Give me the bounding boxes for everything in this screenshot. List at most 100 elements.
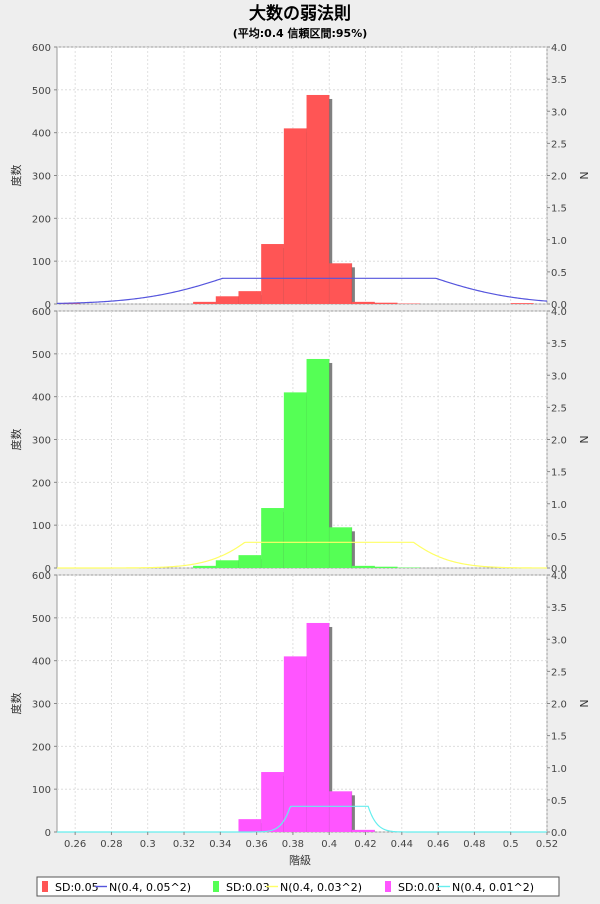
- x-tick-label: 0.3: [140, 839, 156, 850]
- histogram-bar: [375, 303, 398, 304]
- legend-label: N(0.4, 0.05^2): [109, 881, 191, 894]
- x-tick-label: 0.42: [354, 839, 376, 850]
- histogram-bar: [511, 303, 534, 304]
- panel-1: 01002003004005006000.00.51.01.52.02.53.0…: [9, 43, 590, 311]
- histogram-bar: [329, 527, 352, 568]
- y-tick-label: 100: [32, 521, 51, 532]
- legend-label: SD:0.05: [55, 881, 99, 894]
- y2-tick-label: 3.0: [551, 371, 567, 382]
- y2-tick-label: 1.5: [551, 204, 567, 215]
- y2-tick-label: 0.5: [551, 532, 567, 543]
- histogram-bar: [307, 95, 330, 304]
- chart-subtitle: (平均:0.4 信頼区間:95%): [233, 26, 368, 40]
- y2-tick-label: 4.0: [551, 571, 567, 582]
- y2-tick-label: 2.5: [551, 403, 567, 414]
- y2-axis-label: N: [577, 699, 590, 707]
- histogram-bar: [261, 772, 284, 832]
- legend-label: SD:0.01: [398, 881, 442, 894]
- x-tick-label: 0.34: [209, 839, 231, 850]
- y-tick-label: 0: [45, 828, 51, 839]
- histogram-bar: [307, 359, 330, 568]
- y2-tick-label: 0.0: [551, 828, 567, 839]
- y2-tick-label: 1.0: [551, 500, 567, 511]
- x-tick-label: 0.26: [64, 839, 86, 850]
- y-tick-label: 200: [32, 478, 51, 489]
- y2-tick-label: 3.5: [551, 75, 567, 86]
- y2-tick-label: 1.5: [551, 468, 567, 479]
- y-tick-label: 400: [32, 129, 51, 140]
- histogram-bar: [238, 819, 261, 832]
- y-axis-label: 度数: [9, 693, 23, 715]
- legend-swatch: [213, 881, 219, 892]
- y2-tick-label: 3.0: [551, 107, 567, 118]
- legend: SD:0.05 N(0.4, 0.05^2) SD:0.03 N(0.4, 0.03^…: [37, 877, 559, 896]
- x-tick-label: 0.46: [427, 839, 449, 850]
- legend-label: N(0.4, 0.03^2): [280, 881, 362, 894]
- y2-tick-label: 2.0: [551, 700, 567, 711]
- y2-tick-label: 1.0: [551, 236, 567, 247]
- y2-tick-label: 1.5: [551, 732, 567, 743]
- histogram-bar: [193, 566, 216, 568]
- histogram-bar: [329, 263, 352, 304]
- y2-axis-label: N: [577, 435, 590, 443]
- histogram-bar: [216, 560, 239, 568]
- x-tick-label: 0.28: [100, 839, 122, 850]
- y-axis-label: 度数: [9, 429, 23, 451]
- chart-title: 大数の弱法則: [249, 3, 351, 24]
- y2-tick-label: 3.0: [551, 635, 567, 646]
- chart-panels: 0 100 200 300 400 500 600 0.0 0.5 1.0 1.5 2.0 2.5 3.0…: [9, 43, 590, 850]
- panel-3: 01002003004005006000.00.51.01.52.02.53.0…: [9, 571, 590, 839]
- y2-tick-label: 2.5: [551, 139, 567, 150]
- y-tick-label: 300: [32, 700, 51, 711]
- x-tick-label: 0.36: [245, 839, 267, 850]
- histogram-bar: [329, 791, 352, 832]
- y-tick-label: 100: [32, 785, 51, 796]
- y2-tick-label: 2.0: [551, 172, 567, 183]
- y-tick-label: 500: [32, 350, 51, 361]
- histogram-bar: [238, 555, 261, 568]
- y-tick-label: 600: [32, 571, 51, 582]
- histogram-bar: [307, 623, 330, 832]
- y2-axis-label: N: [577, 171, 590, 179]
- histogram-bar: [193, 302, 216, 304]
- histogram-bar: [238, 291, 261, 304]
- y2-tick-label: 0.5: [551, 268, 567, 279]
- x-tick-label: 0.48: [463, 839, 485, 850]
- histogram-bar: [375, 567, 398, 568]
- x-tick-label: 0.5: [503, 839, 519, 850]
- y-tick-label: 100: [32, 257, 51, 268]
- y-tick-label: 300: [32, 172, 51, 183]
- y-tick-label: 500: [32, 86, 51, 97]
- legend-swatch: [42, 881, 48, 892]
- histogram-bar: [284, 392, 307, 568]
- y-tick-label: 400: [32, 657, 51, 668]
- histogram-bar: [284, 656, 307, 832]
- histogram-bar: [352, 566, 375, 568]
- y2-tick-label: 4.0: [551, 43, 567, 54]
- histogram-bar: [216, 296, 239, 304]
- histogram-bar: [261, 244, 284, 304]
- y-tick-label: 400: [32, 393, 51, 404]
- x-tick-label: 0.38: [282, 839, 304, 850]
- y-tick-label: 600: [32, 43, 51, 54]
- y-tick-label: 500: [32, 614, 51, 625]
- histogram-bar: [352, 830, 375, 832]
- legend-label: SD:0.03: [226, 881, 270, 894]
- y2-tick-label: 1.0: [551, 764, 567, 775]
- legend-label: N(0.4, 0.01^2): [452, 881, 534, 894]
- x-axis-label: 階級: [289, 853, 311, 867]
- x-tick-label: 0.4: [321, 839, 337, 850]
- histogram-bar: [284, 128, 307, 304]
- y2-tick-label: 2.0: [551, 436, 567, 447]
- x-tick-label: 0.32: [173, 839, 195, 850]
- y2-tick-label: 4.0: [551, 307, 567, 318]
- y-tick-label: 300: [32, 436, 51, 447]
- histogram-bar: [261, 508, 284, 568]
- legend-swatch: [385, 881, 391, 892]
- y2-tick-label: 3.5: [551, 339, 567, 350]
- y2-tick-label: 2.5: [551, 667, 567, 678]
- panel-2: 01002003004005006000.00.51.01.52.02.53.0…: [9, 307, 590, 575]
